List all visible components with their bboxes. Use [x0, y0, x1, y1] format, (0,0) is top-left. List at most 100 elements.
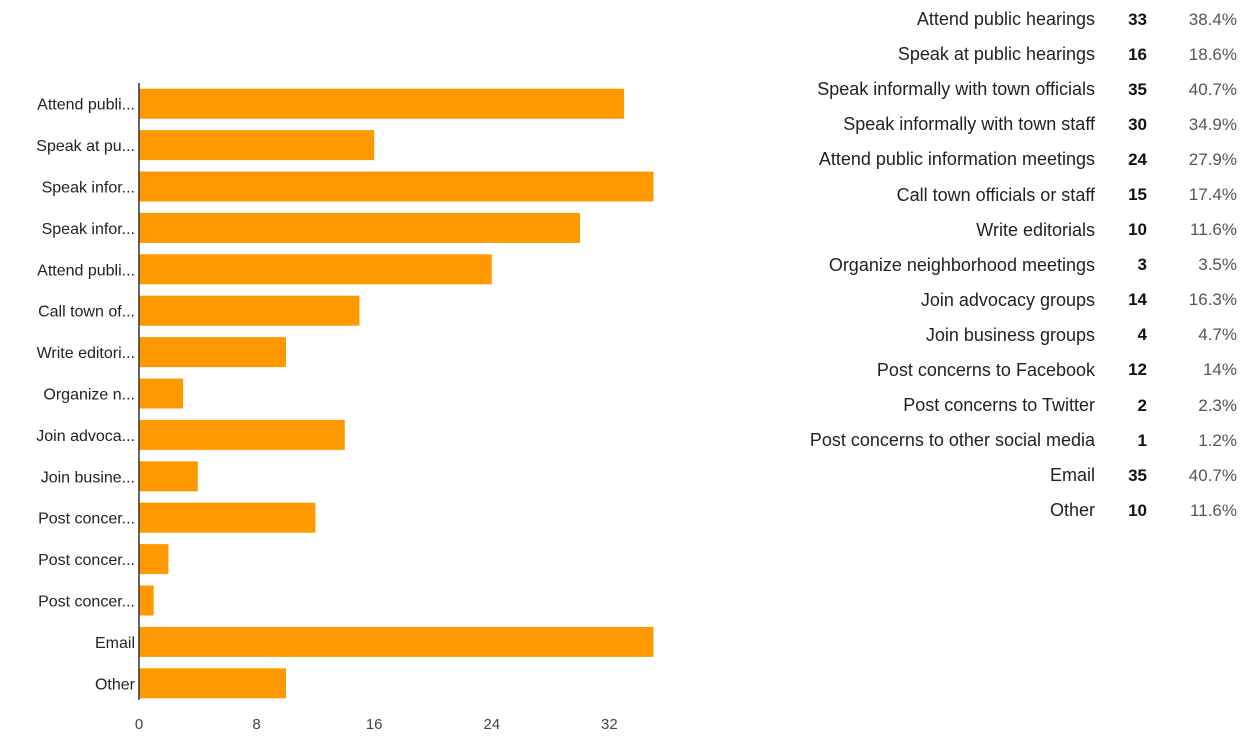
- category-label: Join advoca...: [36, 428, 135, 445]
- row-label: Speak informally with town staff: [843, 114, 1095, 135]
- row-label: Post concerns to other social media: [809, 430, 1095, 451]
- bar: [139, 88, 625, 119]
- row-label: Post concerns to Facebook: [876, 359, 1095, 380]
- row-percent: 16.3%: [1188, 290, 1237, 310]
- row-percent: 11.6%: [1190, 220, 1237, 240]
- row-label: Join advocacy groups: [920, 289, 1095, 310]
- table-row: Write editorials 10 11.6%: [745, 213, 1237, 248]
- table-row: Attend public information meetings 24 27.9…: [745, 142, 1237, 177]
- bar: [139, 378, 184, 409]
- table-row: Post concerns to Facebook 12 14%: [745, 353, 1237, 388]
- row-percent: 27.9%: [1188, 149, 1237, 169]
- category-label: Speak infor...: [42, 221, 135, 238]
- row-label: Join business groups: [925, 324, 1095, 345]
- x-tick-label: 24: [483, 716, 500, 733]
- table-row: Speak informally with town officials 35 40…: [745, 72, 1237, 107]
- row-label: Attend public hearings: [916, 9, 1095, 30]
- row-percent: 18.6%: [1188, 44, 1237, 64]
- row-count: 30: [1128, 114, 1147, 134]
- row-percent: 40.7%: [1188, 465, 1237, 485]
- table-row: Join advocacy groups 14 16.3%: [745, 283, 1237, 318]
- row-count: 33: [1128, 9, 1147, 29]
- row-label: Other: [1049, 500, 1095, 521]
- row-label: Write editorials: [976, 219, 1095, 240]
- summary-table: Attend public hearings 33 38.4% Speak at pu…: [745, 2, 1237, 528]
- x-tick-label: 16: [366, 716, 383, 733]
- table-row: Email 35 40.7%: [745, 458, 1237, 493]
- bar-chart: Attend publi... Speak at pu... Speak infor…: [36, 83, 654, 733]
- row-label: Speak informally with town officials: [817, 79, 1095, 100]
- row-label: Email: [1049, 465, 1095, 486]
- row-count: 35: [1128, 465, 1147, 485]
- x-tick-label: 0: [135, 716, 143, 733]
- row-count: 1: [1137, 430, 1147, 450]
- row-percent: 38.4%: [1188, 9, 1237, 29]
- x-tick-label: 32: [601, 716, 618, 733]
- x-tick-label: 8: [252, 716, 260, 733]
- row-count: 3: [1137, 255, 1147, 275]
- bar: [139, 585, 154, 616]
- category-label: Email: [95, 635, 135, 652]
- bar: [139, 626, 654, 657]
- row-count: 15: [1128, 185, 1147, 205]
- bar: [139, 502, 316, 533]
- category-label: Call town of...: [38, 304, 135, 321]
- bar: [139, 461, 198, 492]
- category-label: Write editori...: [37, 345, 135, 362]
- row-percent: 4.7%: [1198, 325, 1237, 345]
- row-label: Organize neighborhood meetings: [828, 254, 1095, 275]
- row-count: 24: [1128, 149, 1147, 169]
- row-count: 12: [1128, 360, 1147, 380]
- table-row: Speak at public hearings 16 18.6%: [745, 37, 1237, 72]
- bar: [139, 171, 654, 202]
- category-label: Attend publi...: [37, 97, 135, 114]
- table-row: Join business groups 4 4.7%: [745, 318, 1237, 353]
- table-row: Post concerns to Twitter 2 2.3%: [745, 388, 1237, 423]
- table-row: Attend public hearings 33 38.4%: [745, 2, 1237, 37]
- row-percent: 34.9%: [1188, 114, 1237, 134]
- row-count: 14: [1128, 290, 1147, 310]
- table-row: Post concerns to other social media 1 1.2%: [745, 423, 1237, 458]
- table-row: Other 10 11.6%: [745, 493, 1237, 528]
- category-label: Other: [95, 676, 136, 693]
- row-percent: 17.4%: [1188, 185, 1237, 205]
- row-count: 10: [1128, 220, 1147, 240]
- bar: [139, 668, 286, 699]
- category-label: Organize n...: [43, 387, 135, 404]
- row-count: 2: [1137, 395, 1147, 415]
- row-percent: 1.2%: [1198, 430, 1237, 450]
- table-row: Call town officials or staff 15 17.4%: [745, 177, 1237, 212]
- bar: [139, 295, 360, 326]
- category-label: Post concer...: [38, 594, 135, 611]
- bar: [139, 130, 375, 161]
- row-percent: 40.7%: [1188, 79, 1237, 99]
- table-row: Organize neighborhood meetings 3 3.5%: [745, 248, 1237, 283]
- table-row: Speak informally with town staff 30 34.9%: [745, 107, 1237, 142]
- row-label: Call town officials or staff: [896, 184, 1095, 205]
- row-count: 10: [1128, 500, 1147, 520]
- bar: [139, 337, 286, 368]
- category-label: Join busine...: [41, 469, 135, 486]
- row-percent: 14%: [1202, 360, 1237, 380]
- row-count: 35: [1128, 79, 1147, 99]
- row-percent: 11.6%: [1190, 500, 1237, 520]
- category-label: Speak at pu...: [36, 138, 135, 155]
- bar: [139, 212, 580, 243]
- row-label: Post concerns to Twitter: [903, 395, 1095, 416]
- row-count: 4: [1137, 325, 1147, 345]
- x-axis-ticks: 0 8 16 24 32: [135, 716, 618, 733]
- category-labels: Attend publi... Speak at pu... Speak infor…: [36, 97, 135, 694]
- row-label: Speak at public hearings: [897, 44, 1095, 65]
- bars-group: [139, 88, 654, 699]
- bar: [139, 544, 169, 575]
- row-count: 16: [1128, 44, 1147, 64]
- bar: [139, 419, 345, 450]
- category-label: Post concer...: [38, 552, 135, 569]
- bar: [139, 254, 492, 285]
- row-percent: 3.5%: [1198, 255, 1237, 275]
- row-percent: 2.3%: [1198, 395, 1237, 415]
- category-label: Post concer...: [38, 511, 135, 528]
- category-label: Speak infor...: [42, 180, 135, 197]
- row-label: Attend public information meetings: [818, 149, 1095, 170]
- category-label: Attend publi...: [37, 262, 135, 279]
